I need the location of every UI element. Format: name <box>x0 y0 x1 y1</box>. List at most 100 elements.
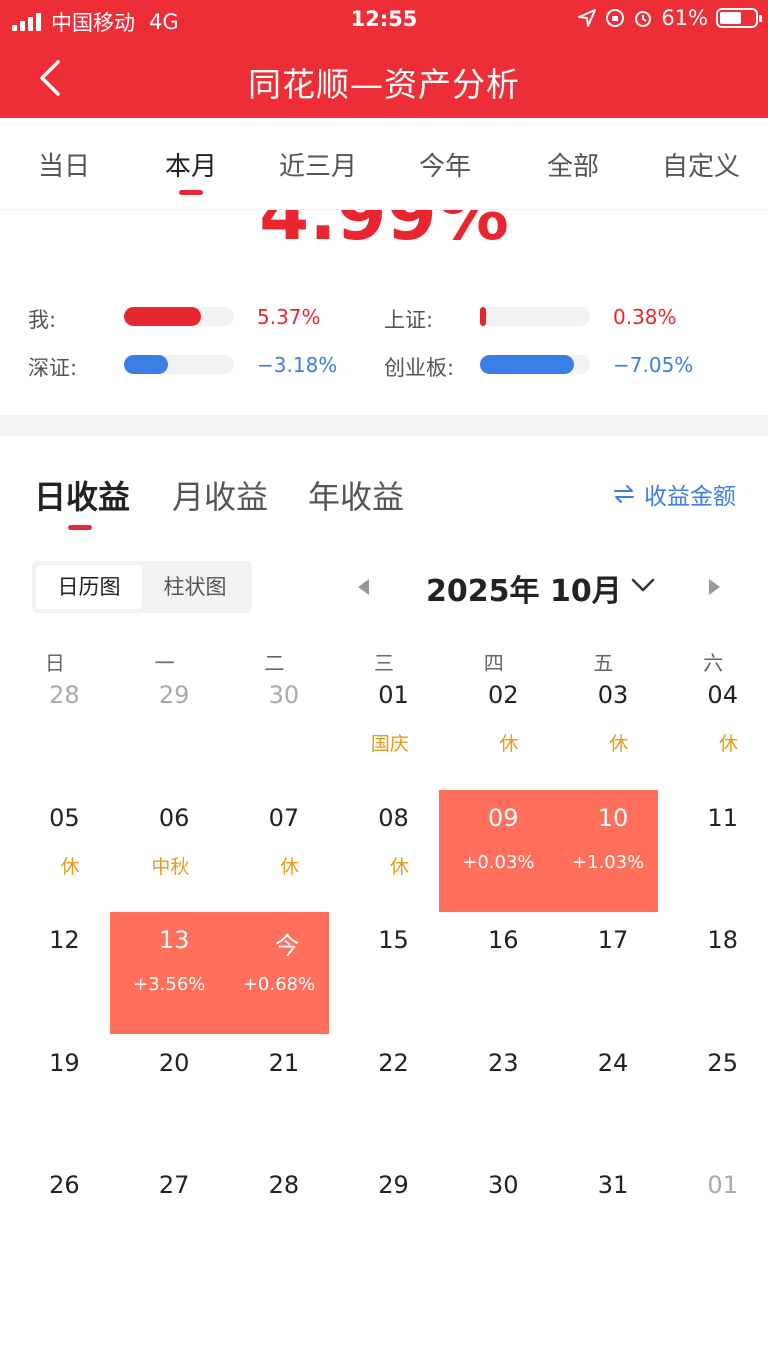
weekday-label: 日 <box>44 651 65 675</box>
calendar-day[interactable]: 21 <box>219 1035 329 1157</box>
earnings-amount-toggle[interactable]: 收益金额 <box>612 477 736 511</box>
calendar-day[interactable]: 01 <box>658 1157 768 1279</box>
day-number: 21 <box>268 1048 300 1077</box>
holiday-note: 休 <box>280 855 300 878</box>
calendar-day[interactable]: 03 休 <box>549 667 659 789</box>
holiday-note: 国庆 <box>370 733 409 755</box>
tab-yearly-earnings[interactable]: 年收益 <box>308 478 405 516</box>
calendar-day[interactable]: 16 <box>439 912 549 1034</box>
holiday-note: 休 <box>499 733 519 755</box>
network-label: 4G <box>149 10 179 34</box>
tab-three-months[interactable]: 近三月 <box>278 152 357 182</box>
calendar-day[interactable]: 05 休 <box>0 790 110 912</box>
calendar-day[interactable]: 25 <box>658 1035 768 1157</box>
calendar-day[interactable]: 29 <box>110 667 220 789</box>
next-month-icon[interactable] <box>702 575 726 599</box>
tab-custom[interactable]: 自定义 <box>661 152 740 182</box>
calendar-day[interactable]: 01 国庆 <box>329 667 439 789</box>
compare-bar-fill-chinext <box>480 355 574 374</box>
tab-daily-earnings[interactable]: 日收益 <box>34 478 131 516</box>
bar-chart-view-button[interactable]: 柱状图 <box>163 575 227 599</box>
calendar-day[interactable]: 30 <box>219 667 329 789</box>
day-number: 05 <box>49 803 80 832</box>
compare-bar-shenzhen <box>124 355 234 374</box>
calendar-day[interactable]: 08 休 <box>329 790 439 912</box>
calendar-day[interactable]: 11 <box>658 790 768 912</box>
compare-value-chinext: −7.05% <box>613 353 694 377</box>
day-number: 28 <box>268 1171 300 1199</box>
calendar-day[interactable]: 09 +0.03% <box>438 789 549 912</box>
compare-bar-shanghai <box>480 307 590 326</box>
day-return: +0.68% <box>242 974 316 995</box>
active-earnings-indicator <box>68 525 92 530</box>
day-number: 20 <box>158 1048 190 1077</box>
weekday-label: 三 <box>373 651 394 675</box>
holiday-note: 休 <box>609 733 629 755</box>
calendar-day[interactable]: 06 中秋 <box>110 790 220 912</box>
day-number: 30 <box>268 681 300 709</box>
day-number: 11 <box>707 803 738 832</box>
day-number: 25 <box>707 1048 738 1077</box>
holiday-note: 休 <box>718 733 738 755</box>
day-number: 26 <box>49 1171 80 1199</box>
compare-bar-me <box>124 307 234 326</box>
day-number: 19 <box>49 1048 80 1077</box>
tab-monthly-earnings[interactable]: 月收益 <box>172 478 269 516</box>
calendar-day[interactable]: 30 <box>439 1157 549 1279</box>
day-number: 29 <box>378 1171 409 1199</box>
calendar-day[interactable]: 13 +3.56% <box>109 912 220 1034</box>
day-number: 17 <box>597 926 629 954</box>
battery-percent: 61% <box>661 6 708 30</box>
chevron-down-icon[interactable] <box>628 570 658 600</box>
calendar-day[interactable]: 29 <box>329 1157 439 1279</box>
calendar-day[interactable]: 27 <box>110 1157 220 1279</box>
section-divider <box>0 415 768 436</box>
calendar-day[interactable]: 28 <box>219 1157 329 1279</box>
calendar-day[interactable]: 26 <box>0 1157 110 1279</box>
rotation-lock-icon <box>606 9 625 27</box>
calendar-day[interactable]: 04 休 <box>658 667 768 789</box>
calendar-day[interactable]: 今 +0.68% <box>219 912 330 1034</box>
calendar-day[interactable]: 02 休 <box>439 667 549 789</box>
day-number: 27 <box>158 1171 190 1199</box>
day-number: 04 <box>707 681 738 709</box>
calendar-day[interactable]: 20 <box>110 1035 220 1157</box>
tab-today[interactable]: 当日 <box>37 152 90 182</box>
tab-all[interactable]: 全部 <box>546 152 599 182</box>
compare-label-shanghai: 上证: <box>384 308 434 332</box>
signal-icon <box>12 13 41 31</box>
compare-value-shanghai: 0.38% <box>613 305 677 329</box>
view-toggle: 日历图 柱状图 <box>32 561 252 613</box>
weekday-label: 六 <box>703 651 724 675</box>
day-number: 29 <box>158 681 190 709</box>
weekday-label: 五 <box>593 651 614 675</box>
calendar-day[interactable]: 10 +1.03% <box>548 789 659 912</box>
prev-month-icon[interactable] <box>352 575 376 599</box>
holiday-note: 休 <box>389 855 409 878</box>
calendar-day[interactable]: 19 <box>0 1035 110 1157</box>
tab-this-year[interactable]: 今年 <box>418 152 471 182</box>
calendar-day[interactable]: 07 休 <box>219 790 329 912</box>
calendar-day[interactable]: 17 <box>549 912 659 1034</box>
calendar-day[interactable]: 23 <box>439 1035 549 1157</box>
calendar-view-button[interactable]: 日历图 <box>36 565 142 609</box>
tab-this-month[interactable]: 本月 <box>127 146 255 195</box>
calendar-day[interactable]: 12 <box>0 912 110 1034</box>
day-number: 01 <box>707 1171 738 1199</box>
calendar-day[interactable]: 24 <box>549 1035 659 1157</box>
back-arrow-icon[interactable] <box>30 56 74 100</box>
day-number: 15 <box>378 926 409 954</box>
calendar-day[interactable]: 22 <box>329 1035 439 1157</box>
carrier-label: 中国移动 <box>51 11 135 35</box>
month-label[interactable]: 2025年 10月 <box>426 574 622 609</box>
calendar-day[interactable]: 15 <box>329 912 439 1034</box>
page-title: 同花顺—资产分析 <box>248 65 520 104</box>
day-number: 08 <box>378 803 409 832</box>
day-return: +3.56% <box>133 974 206 995</box>
calendar-day[interactable]: 28 <box>0 667 110 789</box>
swap-arrows-icon <box>614 485 634 503</box>
calendar-day[interactable]: 18 <box>658 912 768 1034</box>
calendar-day[interactable]: 31 <box>549 1157 659 1279</box>
period-tabs: 当日 本月 近三月 今年 全部 自定义 <box>0 118 768 210</box>
